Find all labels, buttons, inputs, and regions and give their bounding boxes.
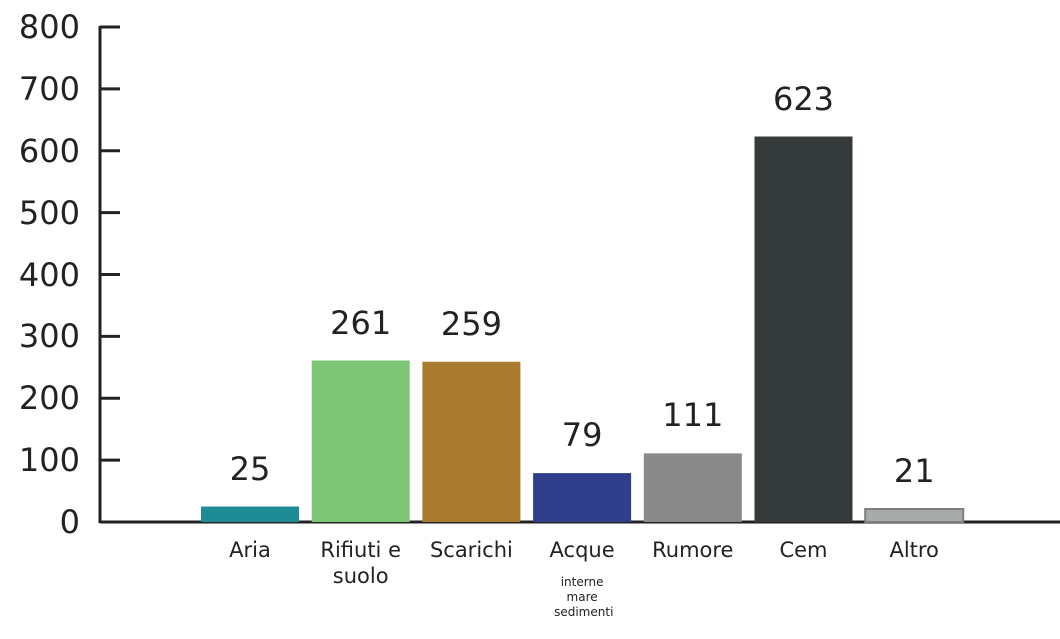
y-tick-label: 300: [18, 317, 80, 356]
x-tick-label: Rumore: [652, 538, 734, 562]
category-note: interne mare sedimenti: [554, 575, 614, 619]
y-tick-label: 600: [18, 131, 80, 170]
y-tick-label: 400: [18, 255, 80, 294]
bar: [864, 508, 965, 524]
y-tick-label: 700: [18, 69, 80, 108]
bar: [533, 473, 632, 522]
x-tick-label: Aria: [229, 538, 271, 562]
y-tick-label: 100: [18, 441, 80, 480]
value-label: 261: [330, 303, 392, 342]
value-label: 111: [662, 396, 724, 435]
bar: [754, 136, 853, 523]
x-tick-label: Altro: [889, 538, 939, 562]
x-tick-label: Cem: [779, 538, 828, 562]
bar: [201, 506, 299, 522]
bar: [311, 360, 410, 522]
bar: [422, 361, 521, 522]
x-tick-label: Scarichi: [429, 538, 513, 562]
x-tick-label: Rifiuti e suolo: [320, 538, 401, 588]
value-label: 25: [229, 449, 271, 488]
bar: [643, 453, 742, 522]
value-label: 623: [772, 79, 835, 118]
x-tick-label: Acque: [549, 538, 615, 562]
y-tick-label: 200: [18, 379, 80, 418]
value-label: 21: [893, 452, 935, 490]
y-tick-label: 500: [18, 193, 80, 232]
y-tick-label: 0: [59, 503, 80, 541]
y-tick-label: 800: [18, 8, 80, 46]
value-label: 259: [440, 304, 502, 343]
value-label: 79: [561, 416, 603, 455]
